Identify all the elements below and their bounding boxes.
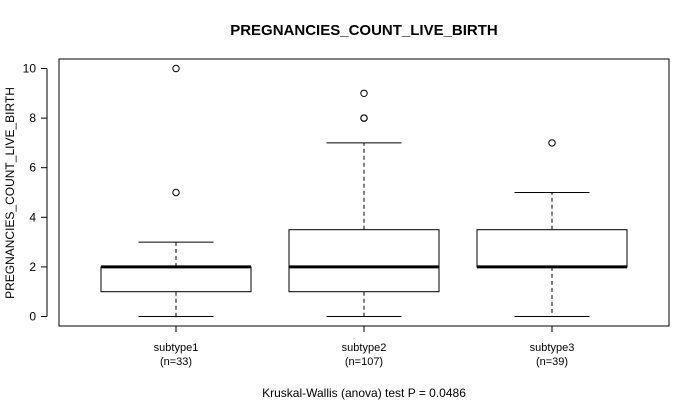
outlier-point: [548, 139, 556, 147]
y-axis-label: PREGNANCIES_COUNT_LIVE_BIRTH: [3, 87, 17, 299]
boxes: [100, 64, 628, 317]
iqr-box: [100, 266, 252, 293]
y-tick-label: 8: [29, 111, 36, 125]
category-count-label: (n=107): [345, 356, 383, 368]
y-tick-label: 0: [29, 310, 36, 324]
y-tick-label: 10: [23, 62, 37, 76]
category-label: subtype3: [530, 342, 575, 354]
box-subtype3: [476, 139, 628, 317]
iqr-box: [476, 229, 628, 268]
box-subtype1: [100, 64, 252, 317]
outlier-point: [172, 64, 180, 73]
y-tick-label: 6: [29, 161, 36, 175]
category-label: subtype1: [154, 342, 199, 354]
outlier-point: [360, 114, 368, 122]
y-tick-label: 4: [29, 210, 36, 224]
outlier-point: [172, 188, 180, 197]
y-tick-label: 2: [29, 260, 36, 274]
iqr-box: [288, 229, 440, 293]
x-axis-labels: subtype1 (n=33) subtype2 (n=107) subtype3 (n=…: [154, 326, 575, 368]
test-result-footer: Kruskal-Wallis (anova) test P = 0.0486: [262, 386, 466, 400]
category-count-label: (n=39): [536, 356, 568, 368]
y-axis: 0 2 4 6 8 10: [23, 62, 48, 324]
outlier-point: [360, 89, 368, 98]
chart-title: PREGNANCIES_COUNT_LIVE_BIRTH: [230, 22, 498, 39]
box-subtype2: [288, 89, 440, 317]
category-count-label: (n=33): [160, 356, 192, 368]
category-label: subtype2: [342, 342, 387, 354]
